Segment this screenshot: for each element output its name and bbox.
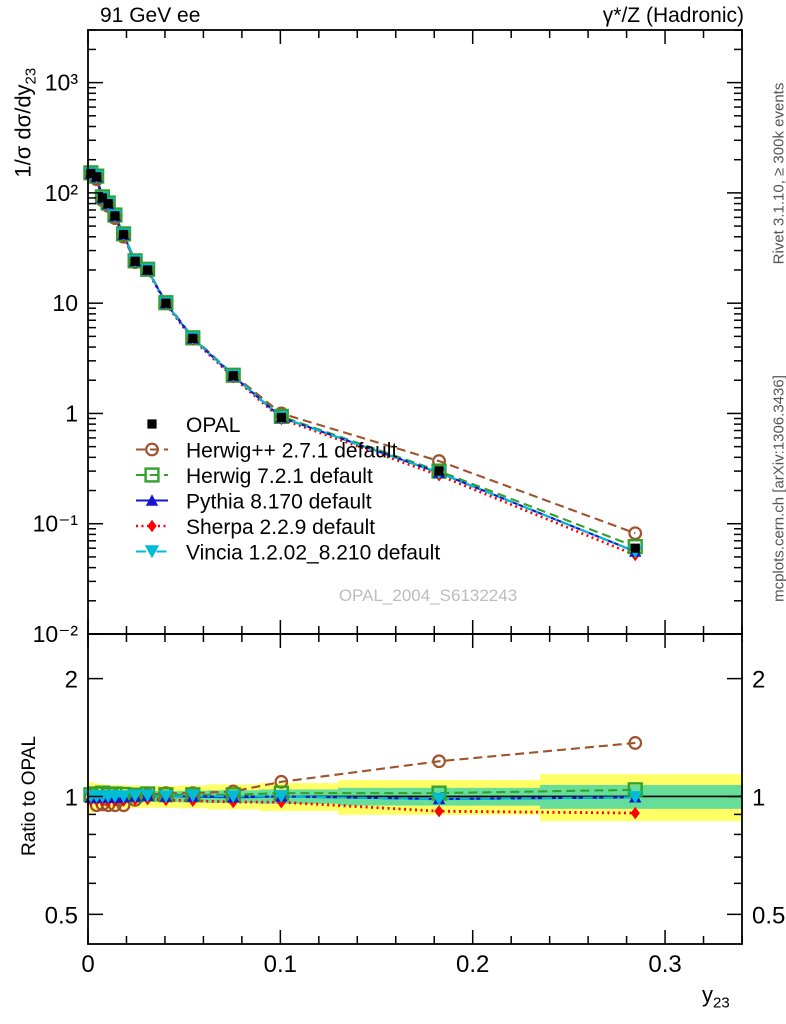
- main-ytick-label: 1: [65, 400, 78, 426]
- marker-diamond-filled: [434, 805, 444, 818]
- legend-label-pythia: Pythia 8.170 default: [186, 491, 372, 514]
- main-ytick-label: 10: [52, 290, 78, 316]
- legend-label-vincia: Vincia 1.2.02_8.210 default: [186, 542, 440, 565]
- marker-square-filled: [110, 211, 120, 221]
- marker-triangle-down: [185, 789, 201, 803]
- marker-triangle-down: [628, 791, 643, 805]
- ratio-ytick-label-right: 1: [752, 784, 765, 811]
- marker-triangle-down: [158, 790, 174, 804]
- marker-triangle-down: [226, 790, 241, 804]
- marker-diamond-filled: [147, 519, 157, 533]
- xtick-label: 0.2: [456, 951, 489, 978]
- axes-group: [87, 29, 743, 945]
- marker-square-filled: [188, 333, 198, 343]
- xtick-label: 0.1: [264, 951, 297, 978]
- ratio-ytick-label-right: 0.5: [752, 902, 785, 929]
- marker-square-filled: [130, 256, 140, 266]
- ratio-panel-frame: [87, 633, 743, 945]
- marker-square-open: [144, 467, 160, 483]
- plot-header: 91 GeV ee γ*/Z (Hadronic): [0, 0, 786, 30]
- ratio-ytick-label-left: 2: [65, 667, 78, 694]
- series-markers-opal: [86, 168, 640, 553]
- legend-entry-opal[interactable]: OPAL: [147, 414, 240, 437]
- marker-square-filled: [630, 543, 640, 553]
- marker-circle-open: [145, 442, 159, 457]
- marker-diamond-filled: [630, 806, 640, 820]
- xtick-label: 0: [81, 951, 94, 978]
- marker-triangle-down: [431, 792, 447, 806]
- marker-square-filled: [103, 198, 113, 209]
- legend-entry-pythia[interactable]: Pythia 8.170 default: [136, 491, 372, 514]
- marker-square-filled: [143, 265, 153, 275]
- main-ytick-label: 10²: [45, 180, 79, 206]
- legend-label-herwig7: Herwig 7.2.1 default: [186, 465, 373, 488]
- legend-label-herwigpp: Herwig++ 2.7.1 default: [186, 440, 397, 463]
- watermark-text: OPAL_2004_S6132243: [339, 586, 517, 605]
- ratio-ytick-label-right: 2: [752, 667, 765, 694]
- marker-triangle-down: [274, 790, 289, 804]
- ratio-ytick-label-left: 0.5: [45, 902, 78, 929]
- legend-entry-herwigpp[interactable]: Herwig++ 2.7.1 default: [136, 440, 397, 463]
- xaxis-title-sub: 23: [713, 994, 730, 1012]
- marker-circle-open: [628, 526, 643, 541]
- ratio-ytick-label-left: 1: [65, 784, 78, 811]
- marker-square-filled: [228, 371, 238, 381]
- marker-triangle-down: [127, 789, 143, 803]
- header-right-label: γ*/Z (Hadronic): [602, 4, 744, 27]
- marker-triangle-up: [145, 494, 159, 506]
- legend-entry-herwig7[interactable]: Herwig 7.2.1 default: [136, 465, 373, 488]
- marker-square-filled: [276, 412, 286, 423]
- marker-square-filled: [147, 419, 157, 429]
- marker-square-filled: [118, 229, 129, 240]
- marker-square-filled: [161, 298, 171, 308]
- xtick-label: 0.3: [648, 951, 681, 978]
- main-ytick-label: 10⁻²: [33, 621, 79, 647]
- legend-entry-vincia[interactable]: Vincia 1.2.02_8.210 default: [136, 542, 440, 565]
- legend-label-sherpa: Sherpa 2.2.9 default: [186, 516, 375, 539]
- marker-triangle-down: [144, 545, 160, 559]
- marker-triangle-down: [116, 790, 131, 804]
- main-ytick-label: 10³: [45, 70, 79, 96]
- marker-square-filled: [434, 466, 444, 476]
- marker-square-filled: [86, 168, 96, 179]
- ratio-markers-vincia: [83, 789, 643, 806]
- main-ytick-label: 10⁻¹: [33, 511, 79, 537]
- marker-circle-open: [432, 754, 446, 769]
- xaxis-title: y23: [702, 982, 730, 1011]
- marker-square-filled: [92, 172, 102, 182]
- legend-entry-sherpa[interactable]: Sherpa 2.2.9 default: [136, 516, 375, 539]
- legend-label-opal: OPAL: [186, 414, 240, 437]
- header-left-label: 91 GeV ee: [100, 4, 201, 27]
- marker-triangle-down: [140, 789, 155, 803]
- marker-square-filled: [97, 193, 108, 203]
- xaxis-title-text: y: [702, 982, 713, 1007]
- marker-circle-open: [628, 736, 643, 750]
